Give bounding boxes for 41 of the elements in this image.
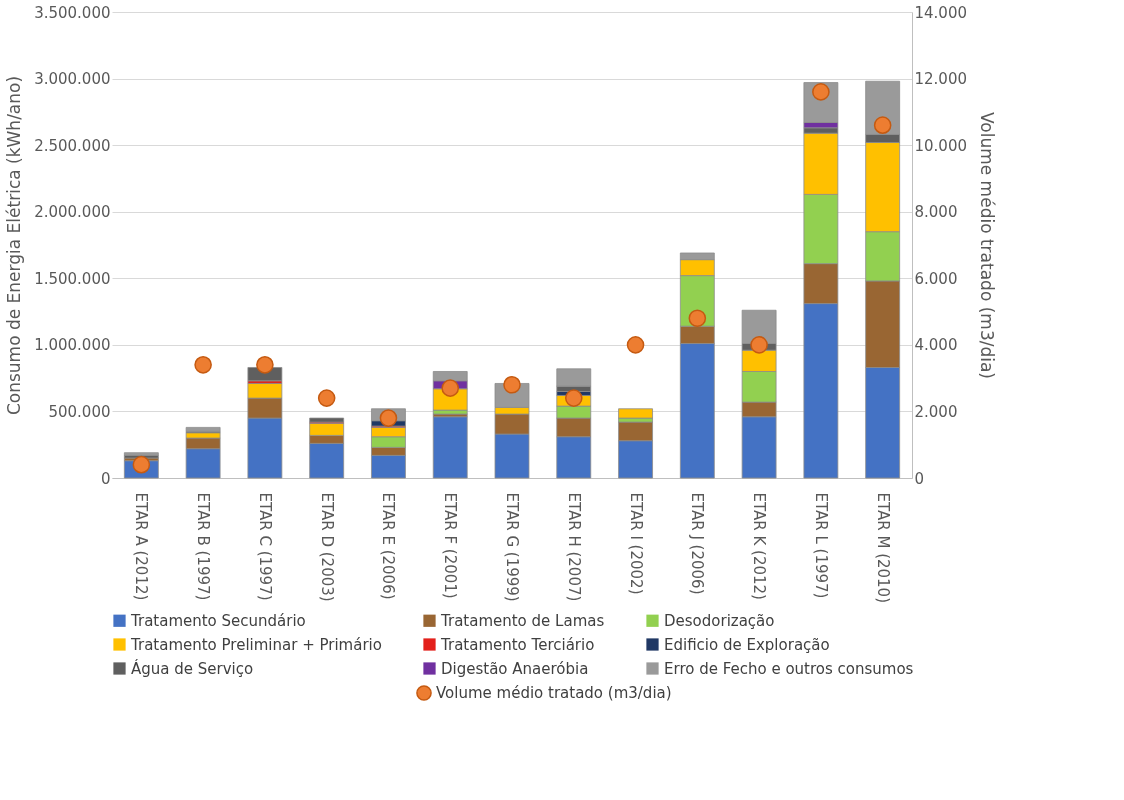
x-tick-label: ETAR F (2001) [441, 492, 460, 599]
y2-tick-label: 8.000 [914, 203, 958, 222]
y2-tick-label: 6.000 [914, 269, 958, 288]
y-tick-label: 0 [100, 469, 111, 488]
x-tick-label: ETAR G (1999) [503, 492, 521, 602]
y-tick-label: 2.500.000 [34, 136, 111, 155]
y2-tick-label: 12.000 [914, 70, 967, 89]
y-tick-label: 1.000.000 [34, 336, 111, 355]
y-tick-label: 3.500.000 [34, 3, 111, 22]
y2-tick-label: 2.000 [914, 402, 958, 421]
y2-tick-label: 4.000 [914, 336, 958, 355]
x-tick-label: ETAR E (2006) [379, 492, 398, 600]
y-tick-label: 2.000.000 [34, 203, 111, 222]
x-tick-label: ETAR L (1997) [811, 492, 830, 599]
y-tick-label: 1.500.000 [34, 269, 111, 288]
x-tick-label: ETAR K (2012) [750, 492, 769, 600]
x-tick-label: ETAR B (1997) [194, 492, 213, 601]
legend-label: Tratamento Terciário [440, 635, 595, 654]
y-tick-label: 3.000.000 [34, 70, 111, 89]
legend-label: Volume médio tratado (m3/dia) [436, 684, 672, 702]
x-tick-label: ETAR C (1997) [255, 492, 274, 601]
x-tick-label: ETAR D (2003) [317, 492, 336, 602]
legend-label: Tratamento Preliminar + Primário [130, 635, 382, 654]
y-tick-label: 500.000 [48, 402, 111, 421]
legend-label: Tratamento de Lamas [440, 611, 605, 630]
legend-label: Erro de Fecho e outros consumos [664, 659, 914, 678]
x-tick-label: ETAR M (2010) [873, 492, 892, 604]
x-tick-label: ETAR J (2006) [688, 492, 707, 595]
y2-tick-label: 14.000 [914, 3, 967, 22]
y2-axis-title: Volume médio tratado (m3/dia) [976, 111, 997, 380]
y2-tick-label: 0 [914, 469, 925, 488]
x-tick-label: ETAR H (2007) [564, 492, 583, 602]
legend-label: Desodorização [664, 611, 775, 630]
legend-label: Água de Serviço [131, 658, 254, 678]
y2-tick-label: 10.000 [914, 136, 967, 155]
y-axis-title: Consumo de Energia Elétrica (kWh/ano) [4, 75, 25, 416]
x-tick-label: ETAR A (2012) [132, 492, 151, 601]
legend-label: Digestão Anaeróbia [441, 659, 589, 678]
x-tick-label: ETAR I (2002) [626, 492, 645, 595]
legend-label: Tratamento Secundário [130, 611, 306, 630]
legend-label: Edificio de Exploração [664, 635, 830, 654]
